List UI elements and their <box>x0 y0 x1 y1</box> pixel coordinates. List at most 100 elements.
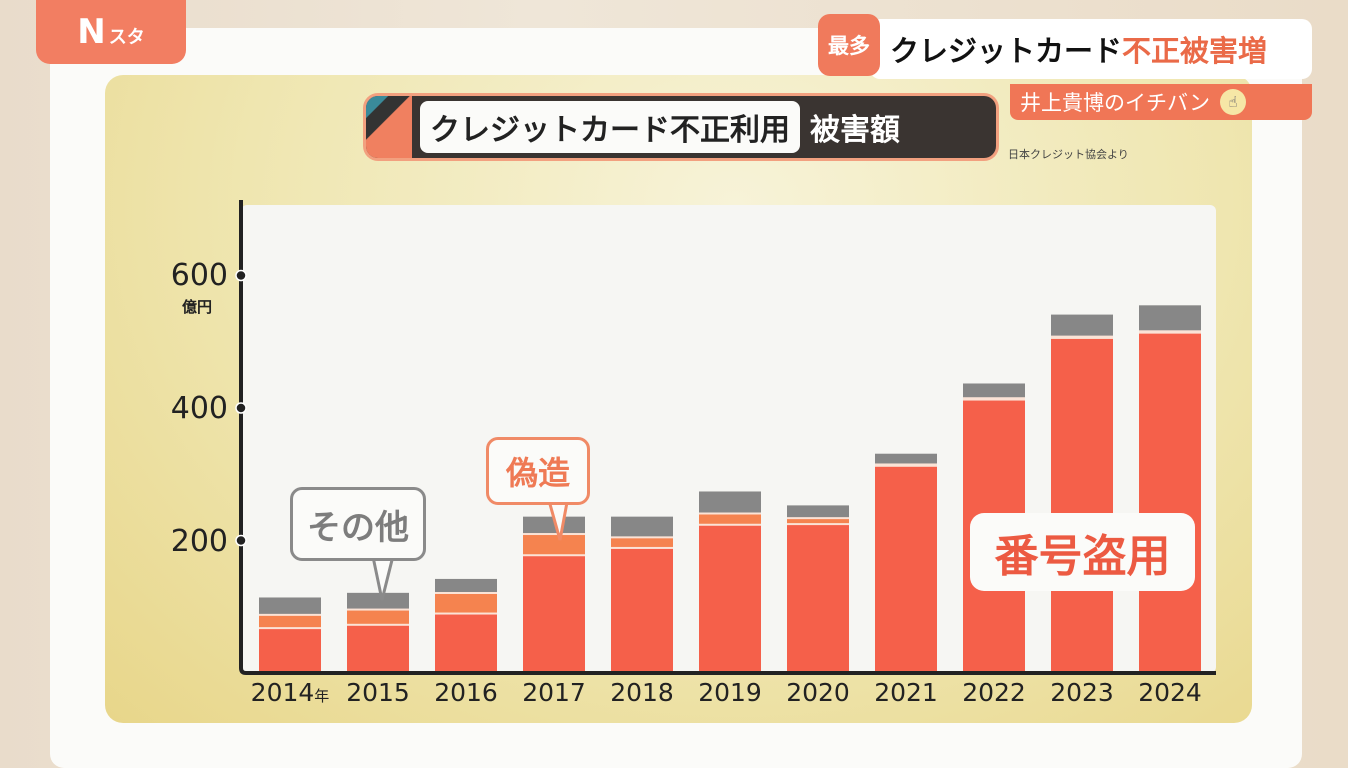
callout-pointer-fake <box>546 496 570 541</box>
segment-separator <box>699 512 761 515</box>
y-tick-dot <box>235 402 247 414</box>
callout-other: その他 <box>290 487 426 561</box>
headline-text: クレジットカード <box>890 34 1123 68</box>
year-text: 2021 <box>874 678 938 707</box>
year-text: 2018 <box>610 678 674 707</box>
year-text: 2024 <box>1138 678 1202 707</box>
segment-separator <box>1051 335 1113 338</box>
x-tick-label: 2014年 <box>245 678 335 707</box>
title-decoration <box>366 96 412 158</box>
callout-number-theft: 番号盗用 <box>970 513 1195 591</box>
bar-segment-2021-0 <box>875 466 937 673</box>
axis-lines <box>239 200 1216 675</box>
y-tick-dot <box>235 534 247 547</box>
segment-separator <box>435 592 497 594</box>
segment-separator <box>347 608 409 611</box>
chart-title: クレジットカード不正利用 被害額 <box>366 96 996 158</box>
year-text: 2020 <box>786 678 850 707</box>
segment-separator <box>1051 336 1113 339</box>
logo-main: N <box>77 12 106 52</box>
bar-segment-2017-0 <box>523 555 585 673</box>
bar-segment-2022-2 <box>963 383 1025 399</box>
headline-accent: 不正被害増 <box>1122 34 1268 68</box>
x-tick-label: 2017 <box>509 678 599 707</box>
bar-segment-2017-1 <box>523 534 585 556</box>
year-text: 2022 <box>962 678 1026 707</box>
segment-separator <box>523 533 585 536</box>
bar-segment-2019-0 <box>699 525 761 673</box>
bar-segment-2018-1 <box>611 537 673 549</box>
bar-segment-2021-2 <box>875 453 937 465</box>
segment-separator <box>875 464 937 467</box>
bar-segment-2024-0 <box>1139 333 1201 673</box>
segment-separator <box>523 554 585 557</box>
bar-segment-2019-1 <box>699 514 761 526</box>
pointing-hand-icon: ☝ <box>1220 89 1247 115</box>
bar-segment-2017-2 <box>523 516 585 535</box>
y-unit-label: 億円 <box>182 298 213 316</box>
year-text: 2019 <box>698 678 762 707</box>
segment-separator <box>1139 330 1201 333</box>
bar-segment-2020-0 <box>787 524 849 673</box>
bar-segment-2016-1 <box>435 593 497 615</box>
bar-segment-2014-1 <box>259 615 321 629</box>
chart-title-sub: 被害額 <box>810 113 900 148</box>
callout-counterfeit: 偽造 <box>486 437 590 505</box>
segment-separator <box>611 546 673 549</box>
x-tick-label: 2023 <box>1037 678 1127 707</box>
y-tick-label: 600 <box>170 258 228 293</box>
chart-source: 日本クレジット協会より <box>1008 148 1129 161</box>
year-text: 2015 <box>346 678 410 707</box>
y-tick-label: 400 <box>170 391 228 426</box>
bar-segment-2019-2 <box>699 491 761 514</box>
segment-separator <box>259 627 321 630</box>
year-text: 2017 <box>522 678 586 707</box>
segment-separator <box>1139 331 1201 334</box>
bar-segment-2016-2 <box>435 578 497 594</box>
x-tick-label: 2019 <box>685 678 775 707</box>
y-tick-dot <box>235 269 247 282</box>
callout-pointer-other <box>370 551 396 601</box>
x-tick-label: 2024 <box>1125 678 1215 707</box>
bar-segment-2024-2 <box>1139 305 1201 332</box>
bar-segment-2020-2 <box>787 505 849 519</box>
bar-segment-2014-2 <box>259 597 321 616</box>
year-text: 2016 <box>434 678 498 707</box>
bar-segment-2020-1 <box>787 518 849 525</box>
segment-separator <box>875 463 937 466</box>
year-text: 2023 <box>1050 678 1114 707</box>
year-suffix: 年 <box>314 687 330 705</box>
bar-segment-2015-2 <box>347 592 409 611</box>
bar-segment-2023-2 <box>1051 314 1113 338</box>
headline-banner: クレジットカード 不正被害増 <box>870 19 1312 79</box>
record-badge: 最多 <box>818 14 880 76</box>
bar-segment-2018-2 <box>611 516 673 538</box>
bar-segment-2018-0 <box>611 548 673 673</box>
logo-sub: スタ <box>108 27 145 48</box>
bar-segment-2015-0 <box>347 625 409 673</box>
segment-separator <box>435 612 497 615</box>
bar-segment-2014-0 <box>259 628 321 673</box>
x-tick-label: 2016 <box>421 678 511 707</box>
year-text: 2014 <box>250 678 315 707</box>
segment-separator <box>963 398 1025 401</box>
y-tick-label: 200 <box>170 524 228 559</box>
bar-segment-2016-0 <box>435 614 497 673</box>
x-tick-label: 2018 <box>597 678 687 707</box>
corner-label: 井上貴博のイチバン <box>1020 91 1211 115</box>
bar-segment-2023-0 <box>1051 338 1113 673</box>
program-logo: N スタ <box>36 0 186 64</box>
segment-separator <box>699 523 761 526</box>
segment-separator <box>963 397 1025 400</box>
x-tick-label: 2015 <box>333 678 423 707</box>
segment-separator <box>611 536 673 539</box>
bar-segment-2015-1 <box>347 610 409 626</box>
x-tick-label: 2021 <box>861 678 951 707</box>
x-tick-label: 2020 <box>773 678 863 707</box>
x-tick-label: 2022 <box>949 678 1039 707</box>
segment-separator <box>787 517 849 520</box>
chart-title-main: クレジットカード不正利用 <box>420 101 800 153</box>
segment-separator <box>259 613 321 616</box>
segment-separator <box>787 523 849 526</box>
